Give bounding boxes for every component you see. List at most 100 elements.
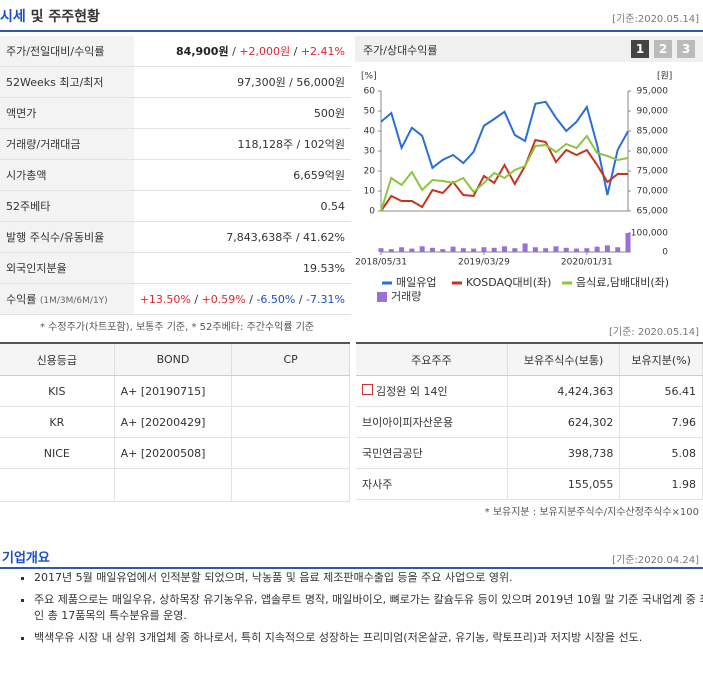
- volume-bar: [574, 248, 580, 252]
- legend-label: 거래량: [391, 290, 421, 303]
- y2-tick-label: 80,000: [637, 147, 669, 157]
- cell: [231, 406, 350, 438]
- row-value: 7,843,638주 / 41.62%: [133, 221, 351, 253]
- row-value: 118,128주 / 102억원: [133, 128, 351, 160]
- holders-table: 주요주주 보유주식수(보통) 보유지분(%) 김정완 외 14인 4,424,363 56…: [356, 342, 703, 500]
- cell: [231, 437, 350, 469]
- header-cell: 보유주식수(보통): [507, 342, 621, 376]
- legend-label: 매일유업: [396, 275, 436, 289]
- series-line: [380, 138, 628, 212]
- legend-swatch: [377, 292, 387, 302]
- footnote: * 보유지분 : 보유지분주식수/지수산정주식수×100: [484, 507, 699, 518]
- y2-tick-label: 85,000: [637, 127, 669, 137]
- cell-text: KIS: [48, 384, 66, 398]
- row: 김정완 외 14인 4,424,363 56.41: [356, 375, 703, 407]
- value-part: 0.54: [320, 199, 346, 213]
- series-line: [380, 134, 629, 212]
- volume-tick-label: 100,000: [631, 229, 668, 239]
- credit-table: 신용등급 BOND CP KIS A+ [20190715] KR A+ [20200429…: [0, 342, 350, 502]
- section-title: 시세 및 주주현황: [0, 6, 100, 26]
- tab-button[interactable]: 3: [677, 40, 695, 58]
- row-value: +13.50% / +0.59% / -6.50% / -7.31%: [133, 283, 351, 315]
- value-part: +2,000원: [239, 45, 291, 58]
- volume-bar: [532, 247, 538, 252]
- label: 52Weeks 최고/최저: [6, 76, 104, 89]
- row-label: 액면가: [0, 97, 134, 129]
- row-label: 수익률 (1M/3M/6M/1Y): [0, 283, 134, 315]
- y-tick-label: 50: [364, 107, 376, 117]
- y2-tick-label: 95,000: [637, 87, 669, 97]
- volume-bar: [388, 249, 394, 252]
- row: 브이아이피자산운용 624,302 7.96: [356, 406, 703, 438]
- cell: 1.98: [619, 468, 703, 500]
- row: 거래량/거래대금 118,128주 / 102억원: [0, 128, 351, 160]
- cell: [114, 468, 233, 502]
- row: NICE A+ [20200508]: [0, 437, 350, 469]
- cell-text: 398,738: [567, 446, 614, 460]
- volume-bar: [409, 248, 415, 252]
- label: 거래량/거래대금: [6, 138, 81, 151]
- footnote: * 수정주가(차트포함), 보통주 기준, * 52주베타: 주간수익률 기준: [40, 322, 315, 333]
- y2-tick-label: 65,000: [637, 207, 669, 217]
- date: [기준:2020.05.14]: [612, 14, 699, 25]
- cell: NICE: [0, 437, 115, 469]
- row-value: 500원: [133, 97, 351, 129]
- label-note: (1M/3M/6M/1Y): [39, 296, 108, 306]
- header-row: 주요주주 보유주식수(보통) 보유지분(%): [356, 342, 703, 376]
- label: 주가/전일대비/수익률: [6, 45, 105, 58]
- x-tick-label: 2018/05/31: [355, 258, 407, 268]
- row: 52Weeks 최고/최저 97,300원 / 56,000원: [0, 66, 351, 98]
- volume-bar: [378, 248, 384, 252]
- cell-text: KR: [49, 415, 65, 429]
- cell-text: 1.98: [671, 477, 697, 491]
- legend-label: 음식료,담배대비(좌): [576, 276, 669, 289]
- title-main: 시세: [0, 9, 26, 25]
- cell-text: NICE: [43, 446, 70, 460]
- cell: [231, 375, 350, 407]
- row-label: 주가/전일대비/수익률: [0, 36, 134, 67]
- value-part: +13.50%: [139, 292, 191, 306]
- cell: 브이아이피자산운용: [356, 406, 508, 438]
- y2-tick-label: 75,000: [637, 167, 669, 177]
- chart: [%] [원] 0 10 20 30 40 50 60 65,000 70,000 75,000 80,…: [355, 71, 672, 304]
- cell: [0, 468, 115, 502]
- date: [기준:2020.04.24]: [612, 555, 699, 566]
- row: 수익률 (1M/3M/6M/1Y) +13.50% / +0.59% / -6.5…: [0, 283, 351, 315]
- row: 발행 주식수/유동비율 7,843,638주 / 41.62%: [0, 221, 351, 253]
- volume-bar: [399, 247, 405, 252]
- rule: [0, 567, 703, 569]
- cell: 국민연금공단: [356, 437, 508, 469]
- value-part: +0.59%: [201, 292, 246, 306]
- series-line: [380, 100, 629, 196]
- y-tick-label: 10: [364, 187, 376, 197]
- value-part: /: [290, 45, 301, 58]
- tab-button[interactable]: 1: [631, 40, 649, 58]
- value-part: 19.53%: [303, 261, 345, 275]
- cell-text: A+ [20190715]: [120, 384, 206, 398]
- cell-text: 7.96: [671, 415, 697, 429]
- row: 국민연금공단 398,738 5.08: [356, 437, 703, 469]
- y-tick-label: 30: [364, 147, 376, 157]
- tab-button[interactable]: 2: [654, 40, 672, 58]
- row: 액면가 500원: [0, 97, 351, 129]
- row-label: 외국인지분율: [0, 252, 134, 284]
- cell-text: A+ [20200429]: [120, 415, 206, 429]
- expand-icon[interactable]: [362, 384, 373, 395]
- y2-tick-label: 70,000: [637, 187, 669, 197]
- y2-tick-label: 90,000: [637, 107, 669, 117]
- chart-panel-title: 주가/상대수익률: [363, 44, 438, 57]
- volume-bar: [471, 248, 477, 252]
- value-part: /: [228, 45, 240, 58]
- value-part: 7,843,638주 / 41.62%: [226, 231, 345, 244]
- date: [기준: 2020.05.14]: [608, 327, 699, 338]
- header-cell: BOND: [114, 342, 233, 376]
- value-part: +2.41%: [300, 45, 345, 58]
- volume-tick-label: 0: [662, 248, 668, 258]
- value-part: -6.50%: [256, 292, 296, 306]
- volume-bar: [522, 243, 528, 252]
- value-part: 6,659억원: [293, 169, 345, 182]
- row-value: 6,659억원: [133, 159, 351, 191]
- cell: 5.08: [619, 437, 703, 469]
- value-part: 118,128주 / 102억원: [237, 138, 345, 151]
